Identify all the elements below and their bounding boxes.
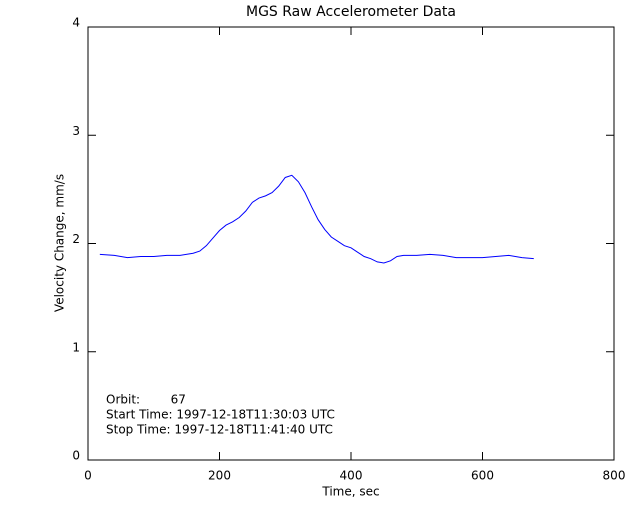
y-tick-label: 2	[72, 232, 80, 246]
annotation: Start Time: 1997-12-18T11:30:03 UTC	[106, 408, 335, 422]
chart-title: MGS Raw Accelerometer Data	[246, 4, 456, 20]
y-axis-label: Velocity Change, mm/s	[53, 174, 67, 312]
x-tick-label: 800	[603, 469, 626, 483]
data-line	[99, 174, 534, 264]
y-tick-label: 0	[72, 449, 80, 463]
x-tick-label: 0	[84, 469, 92, 483]
annotation: Stop Time: 1997-12-18T11:41:40 UTC	[106, 423, 333, 437]
x-tick-label: 200	[208, 469, 231, 483]
y-tick-label: 1	[72, 340, 80, 354]
annotation: Orbit: 67	[106, 393, 186, 407]
x-tick-label: 600	[471, 469, 494, 483]
y-tick-label: 3	[72, 124, 80, 138]
x-tick-label: 400	[340, 469, 363, 483]
x-axis-label: Time, sec	[321, 485, 379, 499]
y-tick-label: 4	[72, 16, 80, 30]
